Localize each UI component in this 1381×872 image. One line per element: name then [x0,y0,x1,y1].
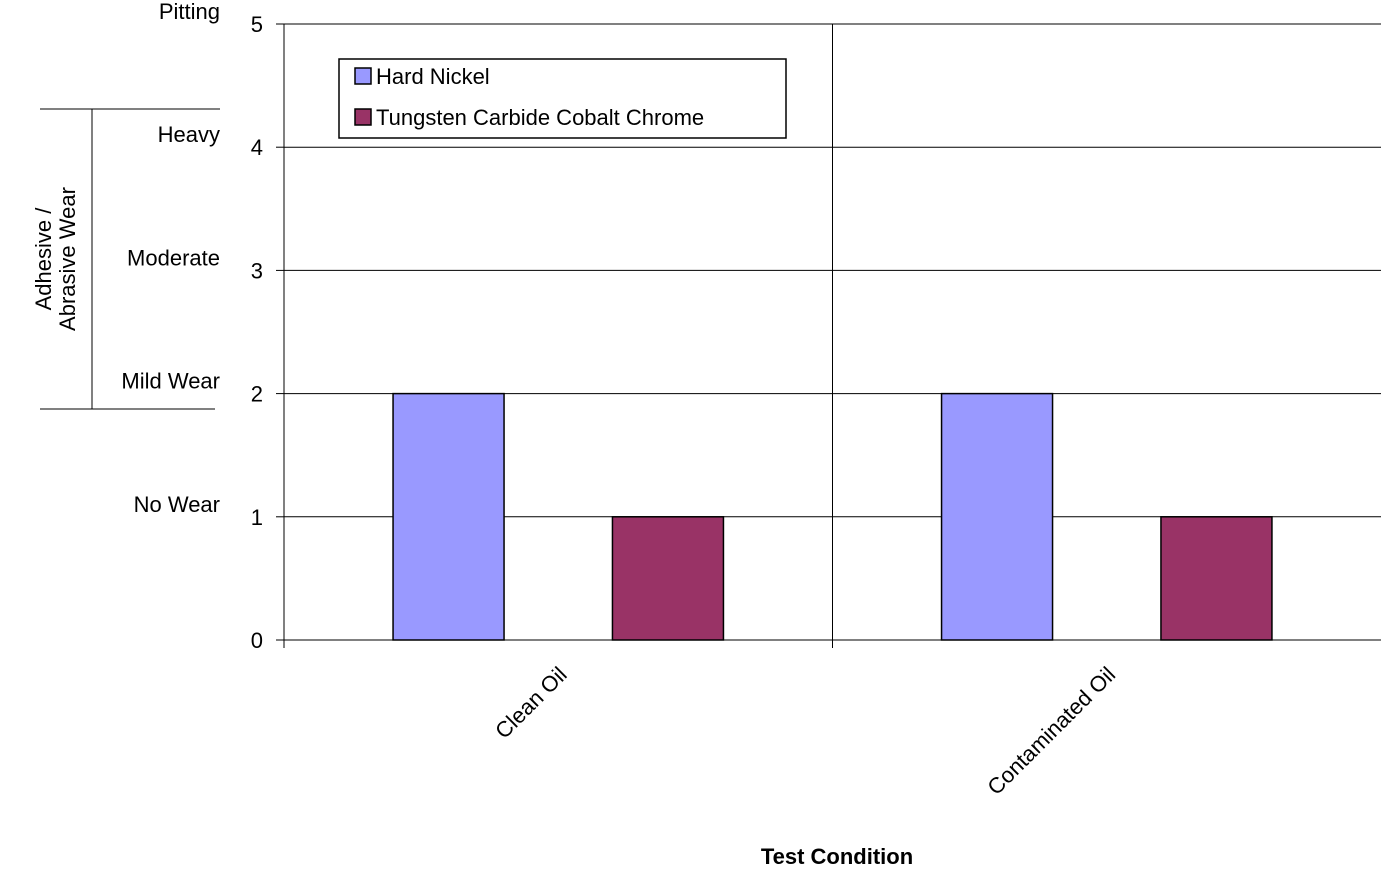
bar [392,392,505,641]
y-tick-label: 2 [251,382,263,407]
legend: Hard Nickel Tungsten Carbide Cobalt Chrom… [338,58,787,139]
y-tick-label: 5 [251,12,263,37]
legend-label: Tungsten Carbide Cobalt Chrome [376,105,704,130]
wear-level-label: Mild Wear [121,369,220,394]
legend-box [338,58,787,139]
legend-swatch [354,108,372,126]
y-tick-label: 1 [251,505,263,530]
wear-level-label: Moderate [127,245,220,270]
x-category-label: Clean Oil [490,662,572,744]
wear-level-label: Pitting [159,0,220,24]
axis-layer [40,23,1381,648]
x-axis-title: Test Condition [761,844,913,869]
bar [611,516,725,641]
wear-level-label: No Wear [134,492,220,517]
bar [940,392,1054,641]
bar [1160,516,1273,641]
wear-level-label: Heavy [158,122,220,147]
bars-layer [392,392,1273,641]
legend-label: Hard Nickel [376,64,490,89]
y-tick-label: 3 [251,258,263,283]
x-category-label: Contaminated Oil [982,662,1120,800]
wear-group-label-line: Adhesive / [31,207,56,311]
y-tick-label: 4 [251,135,263,160]
wear-group-label-line: Abrasive Wear [55,187,80,331]
y-tick-label: 0 [251,628,263,653]
wear-group-label: Adhesive /Abrasive Wear [31,187,80,331]
legend-swatch [354,67,372,85]
